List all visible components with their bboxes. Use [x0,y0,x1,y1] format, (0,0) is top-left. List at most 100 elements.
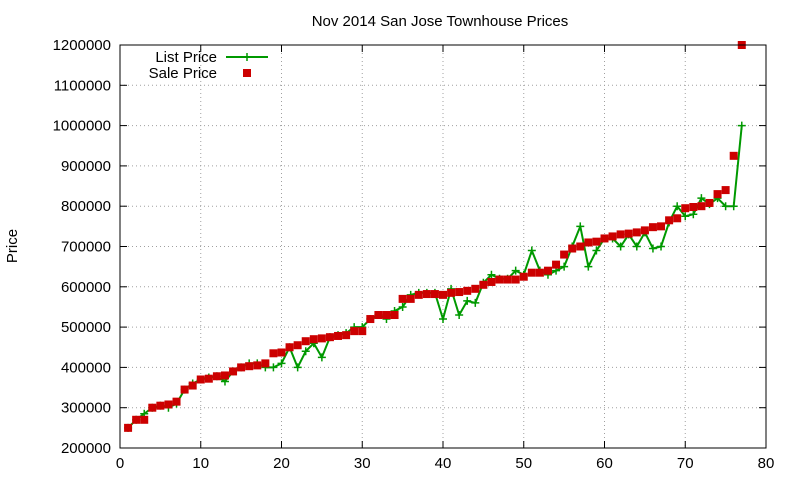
sale-price-point [164,400,173,409]
sale-price-point [608,232,617,241]
sale-price-point [503,275,512,284]
sale-price-point [463,286,472,295]
sale-price-point [261,359,270,368]
grid-lines [119,44,767,449]
sale-price-point [681,204,690,213]
sale-price-point [705,198,714,207]
sale-price-point [212,372,221,381]
sale-price-point [325,333,334,342]
list-price-point [592,246,601,255]
sale-price-point [293,341,302,350]
list-price-point [689,210,698,219]
sale-price-point [140,415,149,424]
y-tick-label: 500000 [61,319,111,336]
y-tick-label: 900000 [61,158,111,175]
sale-price-point [390,311,399,320]
list-price-point [487,270,496,279]
sale-price-point [600,234,609,243]
legend-label: List Price [155,49,217,66]
sale-price-point [269,349,278,358]
sale-price-point [309,335,318,344]
sale-price-point [568,244,577,253]
list-price-point [398,302,407,311]
sale-price-point [673,214,682,223]
list-price-point [673,202,682,211]
y-tick-label: 1000000 [53,118,111,135]
x-tick-label: 0 [116,455,124,472]
list-price-point [560,262,569,271]
x-tick-label: 30 [354,455,371,472]
sale-price-point [422,290,431,299]
x-tick-label: 60 [596,455,613,472]
sale-price-point [689,203,698,212]
y-tick-label: 200000 [61,440,111,457]
sale-price-point [285,343,294,352]
y-tick-label: 800000 [61,198,111,215]
sale-price-point [204,374,213,383]
sale-price-point [560,250,569,259]
list-price-point [721,202,730,211]
sale-price-point [543,266,552,275]
sale-price-point [527,268,536,277]
sale-price-point [519,272,528,281]
legend-cross-swatch [243,53,251,61]
sale-price-point [366,315,375,324]
list-price-point [737,121,746,130]
sale-price-point [124,423,133,432]
y-tick-label: 300000 [61,400,111,417]
sale-price-point [406,294,415,303]
x-tick-label: 10 [192,455,209,472]
sale-price-point [245,362,254,371]
sale-price-point [132,415,141,424]
sale-price-point [334,331,343,340]
sale-price-point [584,238,593,247]
sale-price-point [721,186,730,195]
list-price-point [317,353,326,362]
sale-price-point [665,216,674,225]
list-price-point [463,296,472,305]
sale-price-point [697,202,706,211]
sale-price-point [552,260,561,269]
sale-price-point [439,290,447,299]
sale-price-point [342,331,351,340]
list-price-point [439,315,447,324]
axis-ticks: 200000 300000 400000 500000 600000 700000 8000… [53,37,775,472]
list-price-point [576,222,585,231]
sale-price-point [616,230,625,239]
list-price-point [632,242,641,251]
list-price-point [527,246,536,255]
x-tick-label: 50 [515,455,532,472]
sale-price-point [640,226,649,235]
list-price-point [648,244,657,253]
sale-price-point [648,223,657,232]
x-tick-label: 40 [435,455,452,472]
sale-price-point [495,275,504,284]
list-price-point [511,266,520,275]
list-price-point [697,194,706,203]
list-price-point [301,347,310,356]
sale-price-point [398,294,407,303]
y-tick-label: 1200000 [53,37,111,54]
list-price-point [729,202,738,211]
x-tick-label: 70 [677,455,694,472]
sale-price-point [447,288,456,297]
sale-price-point [535,268,544,277]
sale-price-point [382,311,391,320]
sale-price-point [592,237,601,246]
sale-price-point [229,367,238,376]
sale-price-point [632,228,641,237]
sale-price-point [511,275,520,284]
legend-square-swatch [243,69,251,77]
list-price-point [584,262,593,271]
sale-price-point [414,290,423,299]
y-tick-label: 600000 [61,279,111,296]
y-axis-label: Price [4,229,21,263]
sale-price-point [471,284,480,293]
list-price-point [657,242,666,251]
sale-price-point [624,229,633,238]
chart-title: Nov 2014 San Jose Townhouse Prices [312,13,569,30]
sale-price-point [237,363,246,372]
sale-price-point [277,348,286,357]
y-tick-label: 400000 [61,359,111,376]
